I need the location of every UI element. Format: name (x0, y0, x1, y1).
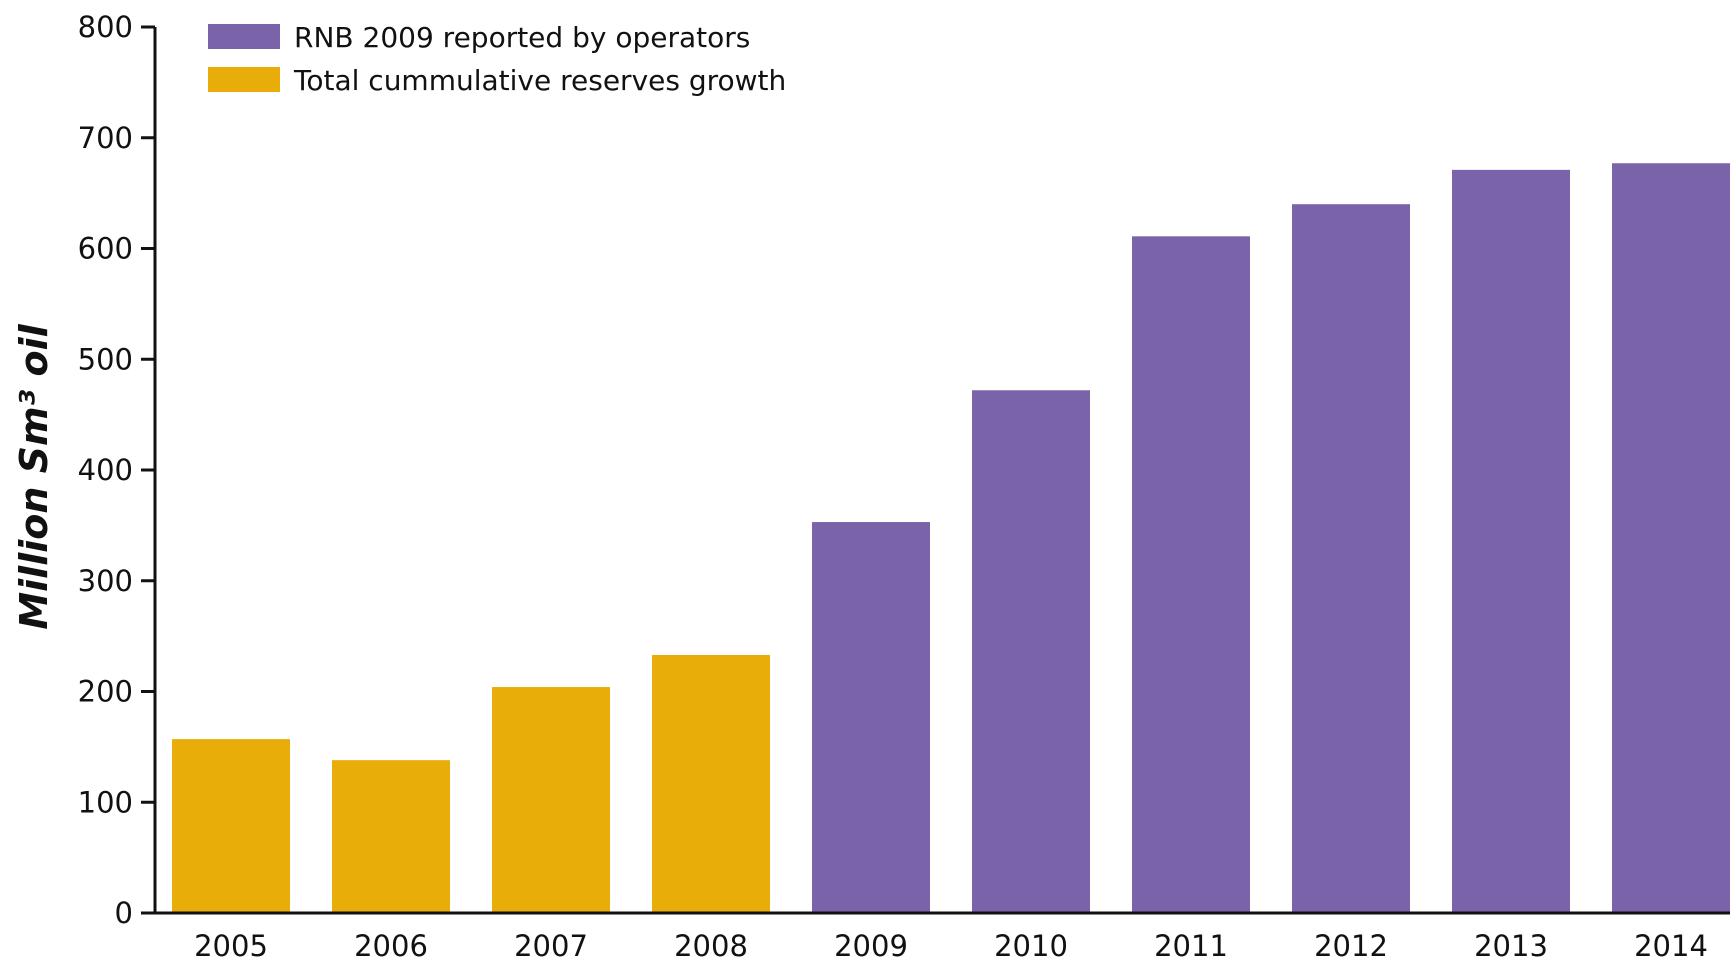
y-tick-label-200: 200 (78, 675, 133, 709)
plot-area: 0 100 200 300 400 500 600 700 800 2005 2006 2007 200… (78, 10, 1730, 962)
legend-swatch-reserves-growth (208, 67, 280, 92)
bar-2007 (492, 687, 610, 913)
y-tick-label-500: 500 (78, 342, 133, 376)
bar-2011 (1132, 236, 1250, 913)
x-tick-label-2010: 2010 (994, 929, 1068, 957)
bar-2013 (1452, 169, 1570, 913)
x-tick-label-2012: 2012 (1314, 929, 1388, 957)
y-tick-label-600: 600 (78, 232, 133, 266)
bar-2009 (812, 522, 930, 913)
y-tick-label-100: 100 (78, 785, 133, 819)
x-tick-label-2008: 2008 (674, 929, 748, 957)
bar-2008 (652, 654, 770, 913)
y-tick-label-800: 800 (78, 10, 133, 44)
legend: RNB 2009 reported by operators Total cum… (208, 21, 786, 97)
bar-2006 (332, 760, 450, 913)
x-tick-label-2005: 2005 (194, 929, 268, 957)
x-tick-label-2013: 2013 (1474, 929, 1548, 957)
y-tick-label-0: 0 (115, 896, 133, 930)
bar-2010 (972, 390, 1090, 913)
legend-label-rnb: RNB 2009 reported by operators (294, 21, 750, 54)
y-tick-label-300: 300 (78, 564, 133, 598)
x-tick-label-2011: 2011 (1154, 929, 1228, 957)
legend-label-reserves-growth: Total cummulative reserves growth (293, 64, 786, 97)
x-tick-label-2009: 2009 (834, 929, 908, 957)
x-tick-label-2006: 2006 (354, 929, 428, 957)
x-tick-label-2007: 2007 (514, 929, 588, 957)
y-axis-title: Million Sm³ oil (12, 323, 56, 629)
x-tick-label-2014: 2014 (1634, 929, 1708, 957)
y-tick-label-700: 700 (78, 121, 133, 155)
bar-2014 (1612, 163, 1730, 913)
bar-2012 (1292, 204, 1410, 913)
y-tick-label-400: 400 (78, 453, 133, 487)
legend-swatch-rnb (208, 24, 280, 49)
bar-2005 (172, 739, 290, 913)
